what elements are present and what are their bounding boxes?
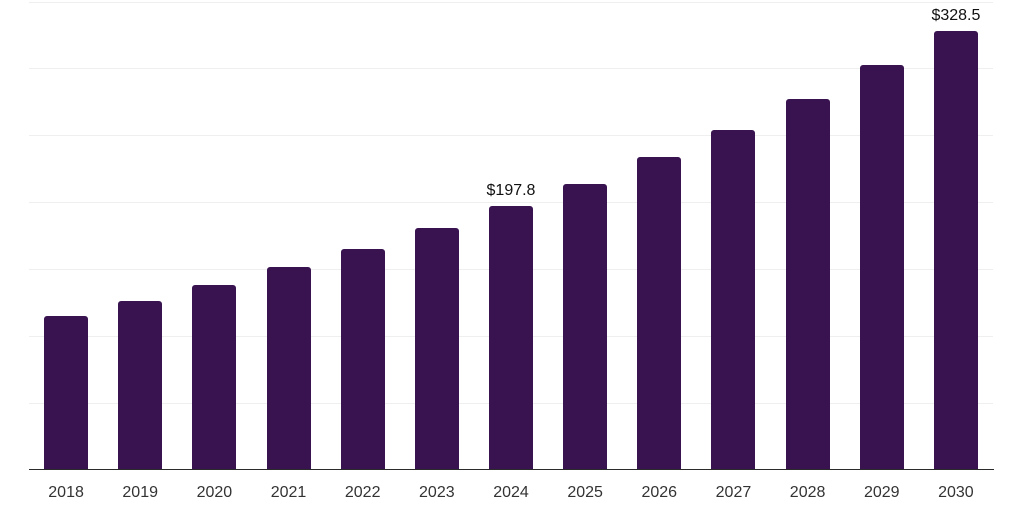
bar-2018 xyxy=(44,316,89,470)
x-tick-2023: 2023 xyxy=(419,484,455,501)
bar-2024 xyxy=(489,205,533,470)
bar-2021 xyxy=(266,266,311,470)
x-tick-2030: 2030 xyxy=(938,484,974,501)
x-tick-2021: 2021 xyxy=(270,484,307,501)
bar-2023 xyxy=(414,227,459,470)
data-label-2024: $197.8 xyxy=(486,181,536,199)
bar-2026 xyxy=(637,156,682,470)
x-tick-2020: 2020 xyxy=(196,484,233,501)
bar-2030 xyxy=(933,30,978,470)
gridline-250 xyxy=(29,135,993,137)
x-tick-2028: 2028 xyxy=(789,484,826,501)
gridline-350 xyxy=(29,1,993,3)
bar-2027 xyxy=(711,129,756,470)
x-tick-2026: 2026 xyxy=(641,484,678,501)
x-tick-2029: 2029 xyxy=(863,484,900,501)
x-tick-2027: 2027 xyxy=(715,484,752,501)
bar-2019 xyxy=(118,300,163,470)
bar-2020 xyxy=(192,285,237,470)
x-tick-2025: 2025 xyxy=(567,484,603,501)
x-tick-2019: 2019 xyxy=(122,484,158,501)
x-tick-2024: 2024 xyxy=(493,484,529,501)
x-tick-2018: 2018 xyxy=(48,484,84,501)
gridline-200 xyxy=(29,202,993,204)
data-label-2030: $328.5 xyxy=(931,6,981,24)
gridline-300 xyxy=(29,68,993,70)
x-axis-line xyxy=(29,469,994,471)
bar-2028 xyxy=(785,98,830,470)
bar-2025 xyxy=(563,183,608,470)
x-tick-2022: 2022 xyxy=(344,484,381,501)
bar-2029 xyxy=(859,65,904,470)
bar-2022 xyxy=(340,248,385,470)
